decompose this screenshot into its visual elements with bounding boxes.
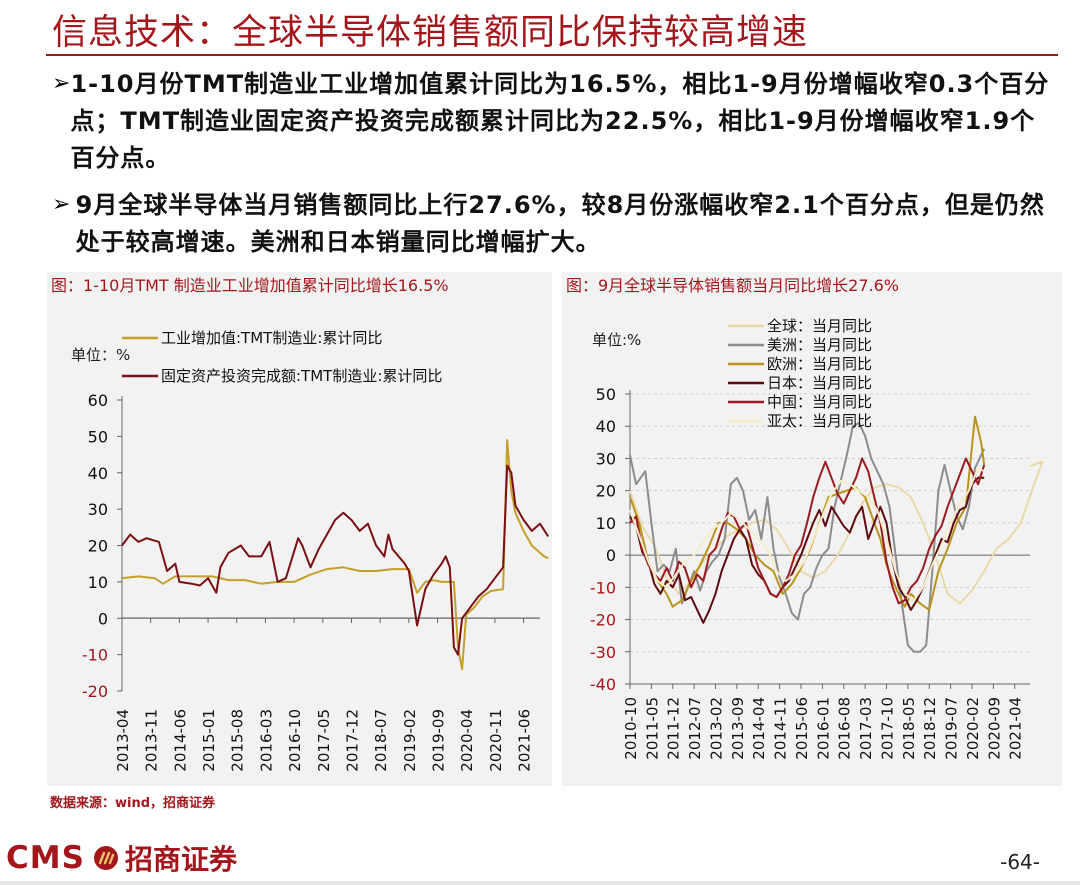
x-tick-label: 2016-08	[836, 697, 854, 760]
y-tick-label: 40	[596, 417, 616, 436]
bullet-text: 9月全球半导体当月销售额同比上行27.6%，较8月份涨幅收窄2.1个百分点，但是…	[75, 191, 1045, 256]
unit-label: 单位:%	[592, 331, 641, 349]
page-number: -64-	[1000, 850, 1040, 874]
x-tick-label: 2014-11	[772, 697, 790, 760]
y-tick-label: -10	[82, 646, 108, 665]
y-tick-label: 10	[88, 573, 108, 592]
x-tick-label: 2020-11	[487, 709, 505, 772]
x-tick-label: 2021-06	[516, 709, 534, 772]
legend-label: 工业增加值:TMT制造业:累计同比	[161, 329, 382, 347]
y-tick-label: 50	[88, 427, 108, 446]
legend-label: 全球：当月同比	[767, 317, 872, 335]
y-tick-label: 0	[98, 609, 108, 628]
legend-label: 固定资产投资完成额:TMT制造业:累计同比	[161, 367, 442, 385]
x-tick-label: 2017-05	[315, 709, 333, 772]
page-title: 信息技术：全球半导体销售额同比保持较高增速	[52, 13, 809, 53]
y-tick-label: -10	[590, 578, 616, 597]
x-tick-label: 2015-08	[229, 709, 247, 772]
chart-tmt: 图：1-10月TMT 制造业工业增加值累计同比增长16.5% 单位：% -20 -10…	[51, 276, 550, 772]
x-tick-label: 2018-05	[900, 697, 918, 760]
legend-label: 日本：当月同比	[767, 374, 872, 392]
x-tick-label: 2013-02	[707, 697, 725, 760]
chart-title: 图：1-10月TMT 制造业工业增加值累计同比增长16.5%	[51, 276, 449, 295]
series-line	[121, 464, 550, 656]
logo-text: CMS	[6, 840, 85, 876]
series-line	[629, 467, 985, 602]
x-tick-label: 2011-05	[643, 697, 661, 760]
x-tick-label: 2013-11	[143, 709, 161, 772]
x-tick-label: 2014-04	[750, 697, 768, 760]
legend-label: 中国：当月同比	[767, 393, 872, 411]
legend-label: 欧洲：当月同比	[767, 355, 872, 373]
bullet-item: ➢ 1-10月份TMT制造业工业增加值累计同比为16.5%，相比1-9月份增幅收…	[52, 66, 1057, 177]
x-tick-label: 2015-06	[793, 697, 811, 760]
chart-semiconductor: 图：9月全球半导体销售额当月同比增长27.6% 单位:% -40 -30 -20 -10 0…	[566, 276, 1044, 760]
y-tick-label: -40	[590, 675, 616, 694]
x-tick-label: 2017-03	[857, 697, 875, 760]
x-tick-label: 2020-04	[458, 709, 476, 772]
x-tick-label: 2019-07	[943, 697, 961, 760]
x-tick-label: 2019-02	[401, 709, 419, 772]
x-tick-label: 2011-12	[665, 697, 683, 760]
legend-label: 亚太：当月同比	[767, 412, 872, 430]
x-tick-label: 2015-01	[200, 709, 218, 772]
bullet-list: ➢ 1-10月份TMT制造业工业增加值累计同比为16.5%，相比1-9月份增幅收…	[52, 66, 1057, 271]
y-tick-label: 30	[596, 449, 616, 468]
title-divider	[46, 54, 1058, 56]
x-tick-label: 2012-07	[686, 697, 704, 760]
y-tick-label: 10	[596, 514, 616, 533]
chart-panel-semiconductor: 图：9月全球半导体销售额当月同比增长27.6% 单位:% -40 -30 -20 -10 0…	[562, 272, 1062, 786]
y-tick-label: -20	[82, 682, 108, 701]
y-tick-label: -30	[590, 643, 616, 662]
series-line	[121, 439, 549, 671]
x-tick-label: 2021-04	[1007, 697, 1025, 760]
x-tick-label: 2013-04	[114, 709, 132, 772]
bullet-arrow-icon: ➢	[52, 192, 71, 217]
y-tick-label: -20	[590, 611, 616, 630]
y-tick-label: 30	[88, 500, 108, 519]
x-tick-label: 2016-10	[286, 709, 304, 772]
y-tick-label: 20	[596, 482, 616, 501]
x-tick-label: 2018-12	[921, 697, 939, 760]
y-tick-label: 50	[596, 385, 616, 404]
logo-company-name: 招商证券	[124, 843, 237, 876]
y-tick-label: 20	[88, 537, 108, 556]
x-tick-label: 2018-07	[372, 709, 390, 772]
x-tick-label: 2019-09	[430, 709, 448, 772]
footer-divider	[0, 881, 1080, 885]
y-tick-label: 60	[88, 391, 108, 410]
data-source-note: 数据来源：wind，招商证券	[50, 796, 216, 811]
series-line	[629, 457, 986, 605]
x-tick-label: 2020-09	[985, 697, 1003, 760]
bullet-item: ➢ 9月全球半导体当月销售额同比上行27.6%，较8月份涨幅收窄2.1个百分点，…	[52, 187, 1057, 261]
chart-title: 图：9月全球半导体销售额当月同比增长27.6%	[566, 276, 899, 295]
chart-panel-tmt: 图：1-10月TMT 制造业工业增加值累计同比增长16.5% 单位：% -20 -10…	[47, 272, 552, 786]
company-logo: CMS 招商证券	[6, 838, 237, 878]
y-tick-label: 0	[606, 546, 616, 565]
x-tick-label: 2017-10	[878, 697, 896, 760]
y-tick-label: 40	[88, 464, 108, 483]
x-tick-label: 2016-01	[814, 697, 832, 760]
bullet-arrow-icon: ➢	[52, 71, 71, 96]
logo-emblem-icon	[93, 846, 118, 870]
x-tick-label: 2020-02	[964, 697, 982, 760]
unit-label: 单位：%	[71, 346, 130, 364]
legend-label: 美洲：当月同比	[767, 336, 872, 354]
series-line	[629, 460, 1044, 605]
x-tick-label: 2014-06	[171, 709, 189, 772]
x-tick-label: 2010-10	[622, 697, 640, 760]
x-tick-label: 2017-12	[343, 709, 361, 772]
bullet-text: 1-10月份TMT制造业工业增加值累计同比为16.5%，相比1-9月份增幅收窄0…	[70, 70, 1050, 172]
x-tick-label: 2016-03	[257, 709, 275, 772]
x-tick-label: 2013-09	[729, 697, 747, 760]
